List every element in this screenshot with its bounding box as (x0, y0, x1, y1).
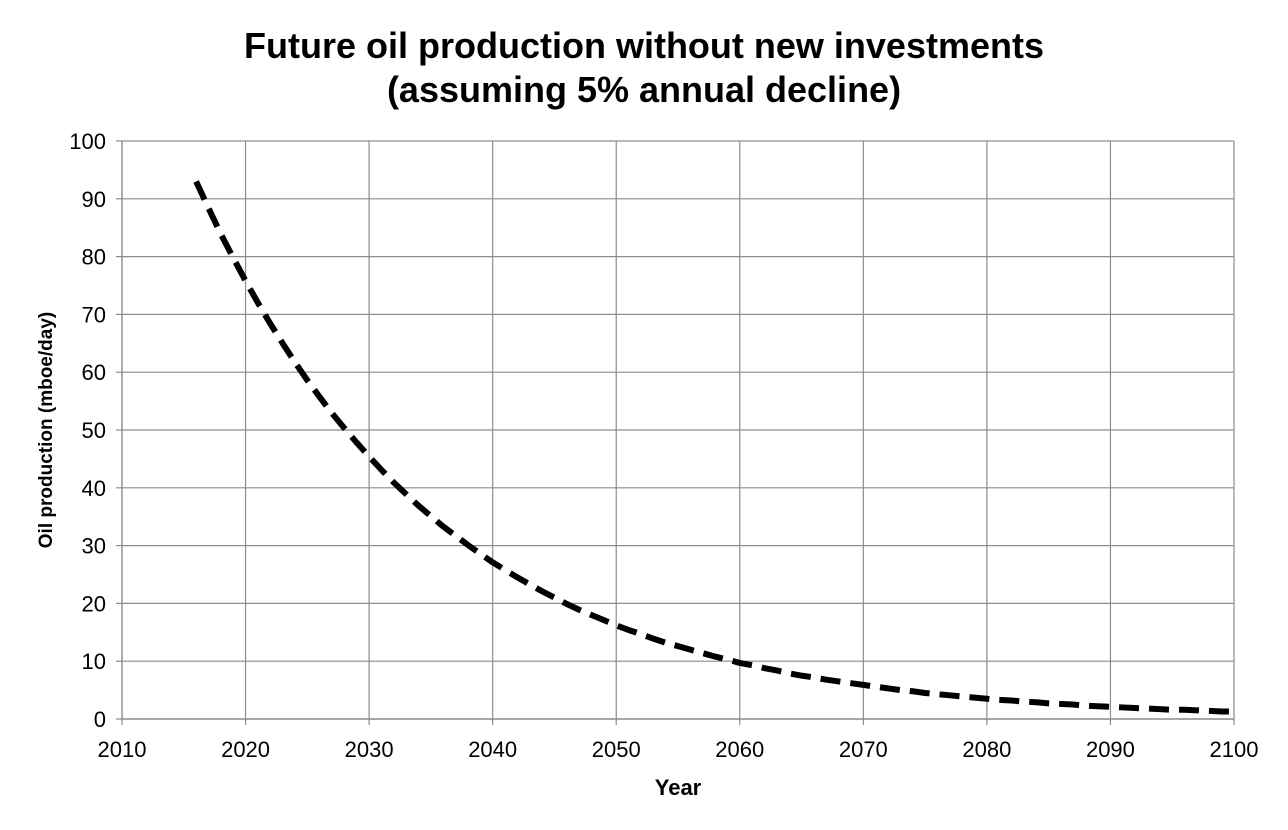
x-axis-title: Year (655, 775, 702, 800)
y-tick-label: 40 (82, 476, 106, 501)
chart-title: Future oil production without new invest… (244, 25, 1044, 66)
y-axis-title: Oil production (mboe/day) (36, 312, 57, 548)
x-tick-label: 2040 (468, 737, 517, 762)
x-tick-label: 2080 (962, 737, 1011, 762)
y-tick-label: 30 (82, 534, 106, 559)
x-tick-label: 2090 (1086, 737, 1135, 762)
y-tick-label: 20 (82, 591, 106, 616)
series-layer (193, 180, 1234, 715)
y-tick-label: 80 (82, 245, 106, 270)
y-tick-label: 10 (82, 649, 106, 674)
x-tick-label: 2100 (1210, 737, 1259, 762)
chart-subtitle: (assuming 5% annual decline) (386, 69, 902, 110)
x-tick-label: 2060 (715, 737, 764, 762)
y-tick-label: 0 (94, 707, 106, 732)
grid-lines (122, 140, 1235, 719)
y-tick-label: 60 (82, 360, 106, 385)
x-tick-label: 2050 (592, 737, 641, 762)
series-line (193, 180, 1234, 715)
x-tick-label: 2070 (839, 737, 888, 762)
axes (116, 140, 1235, 725)
y-tick-label: 100 (69, 129, 106, 154)
y-tick-label: 70 (82, 302, 106, 327)
x-tick-label: 2030 (345, 737, 394, 762)
y-tick-label: 90 (82, 187, 106, 212)
x-tick-label: 2010 (98, 737, 147, 762)
y-tick-label: 50 (82, 418, 106, 443)
x-tick-label: 2020 (221, 737, 270, 762)
